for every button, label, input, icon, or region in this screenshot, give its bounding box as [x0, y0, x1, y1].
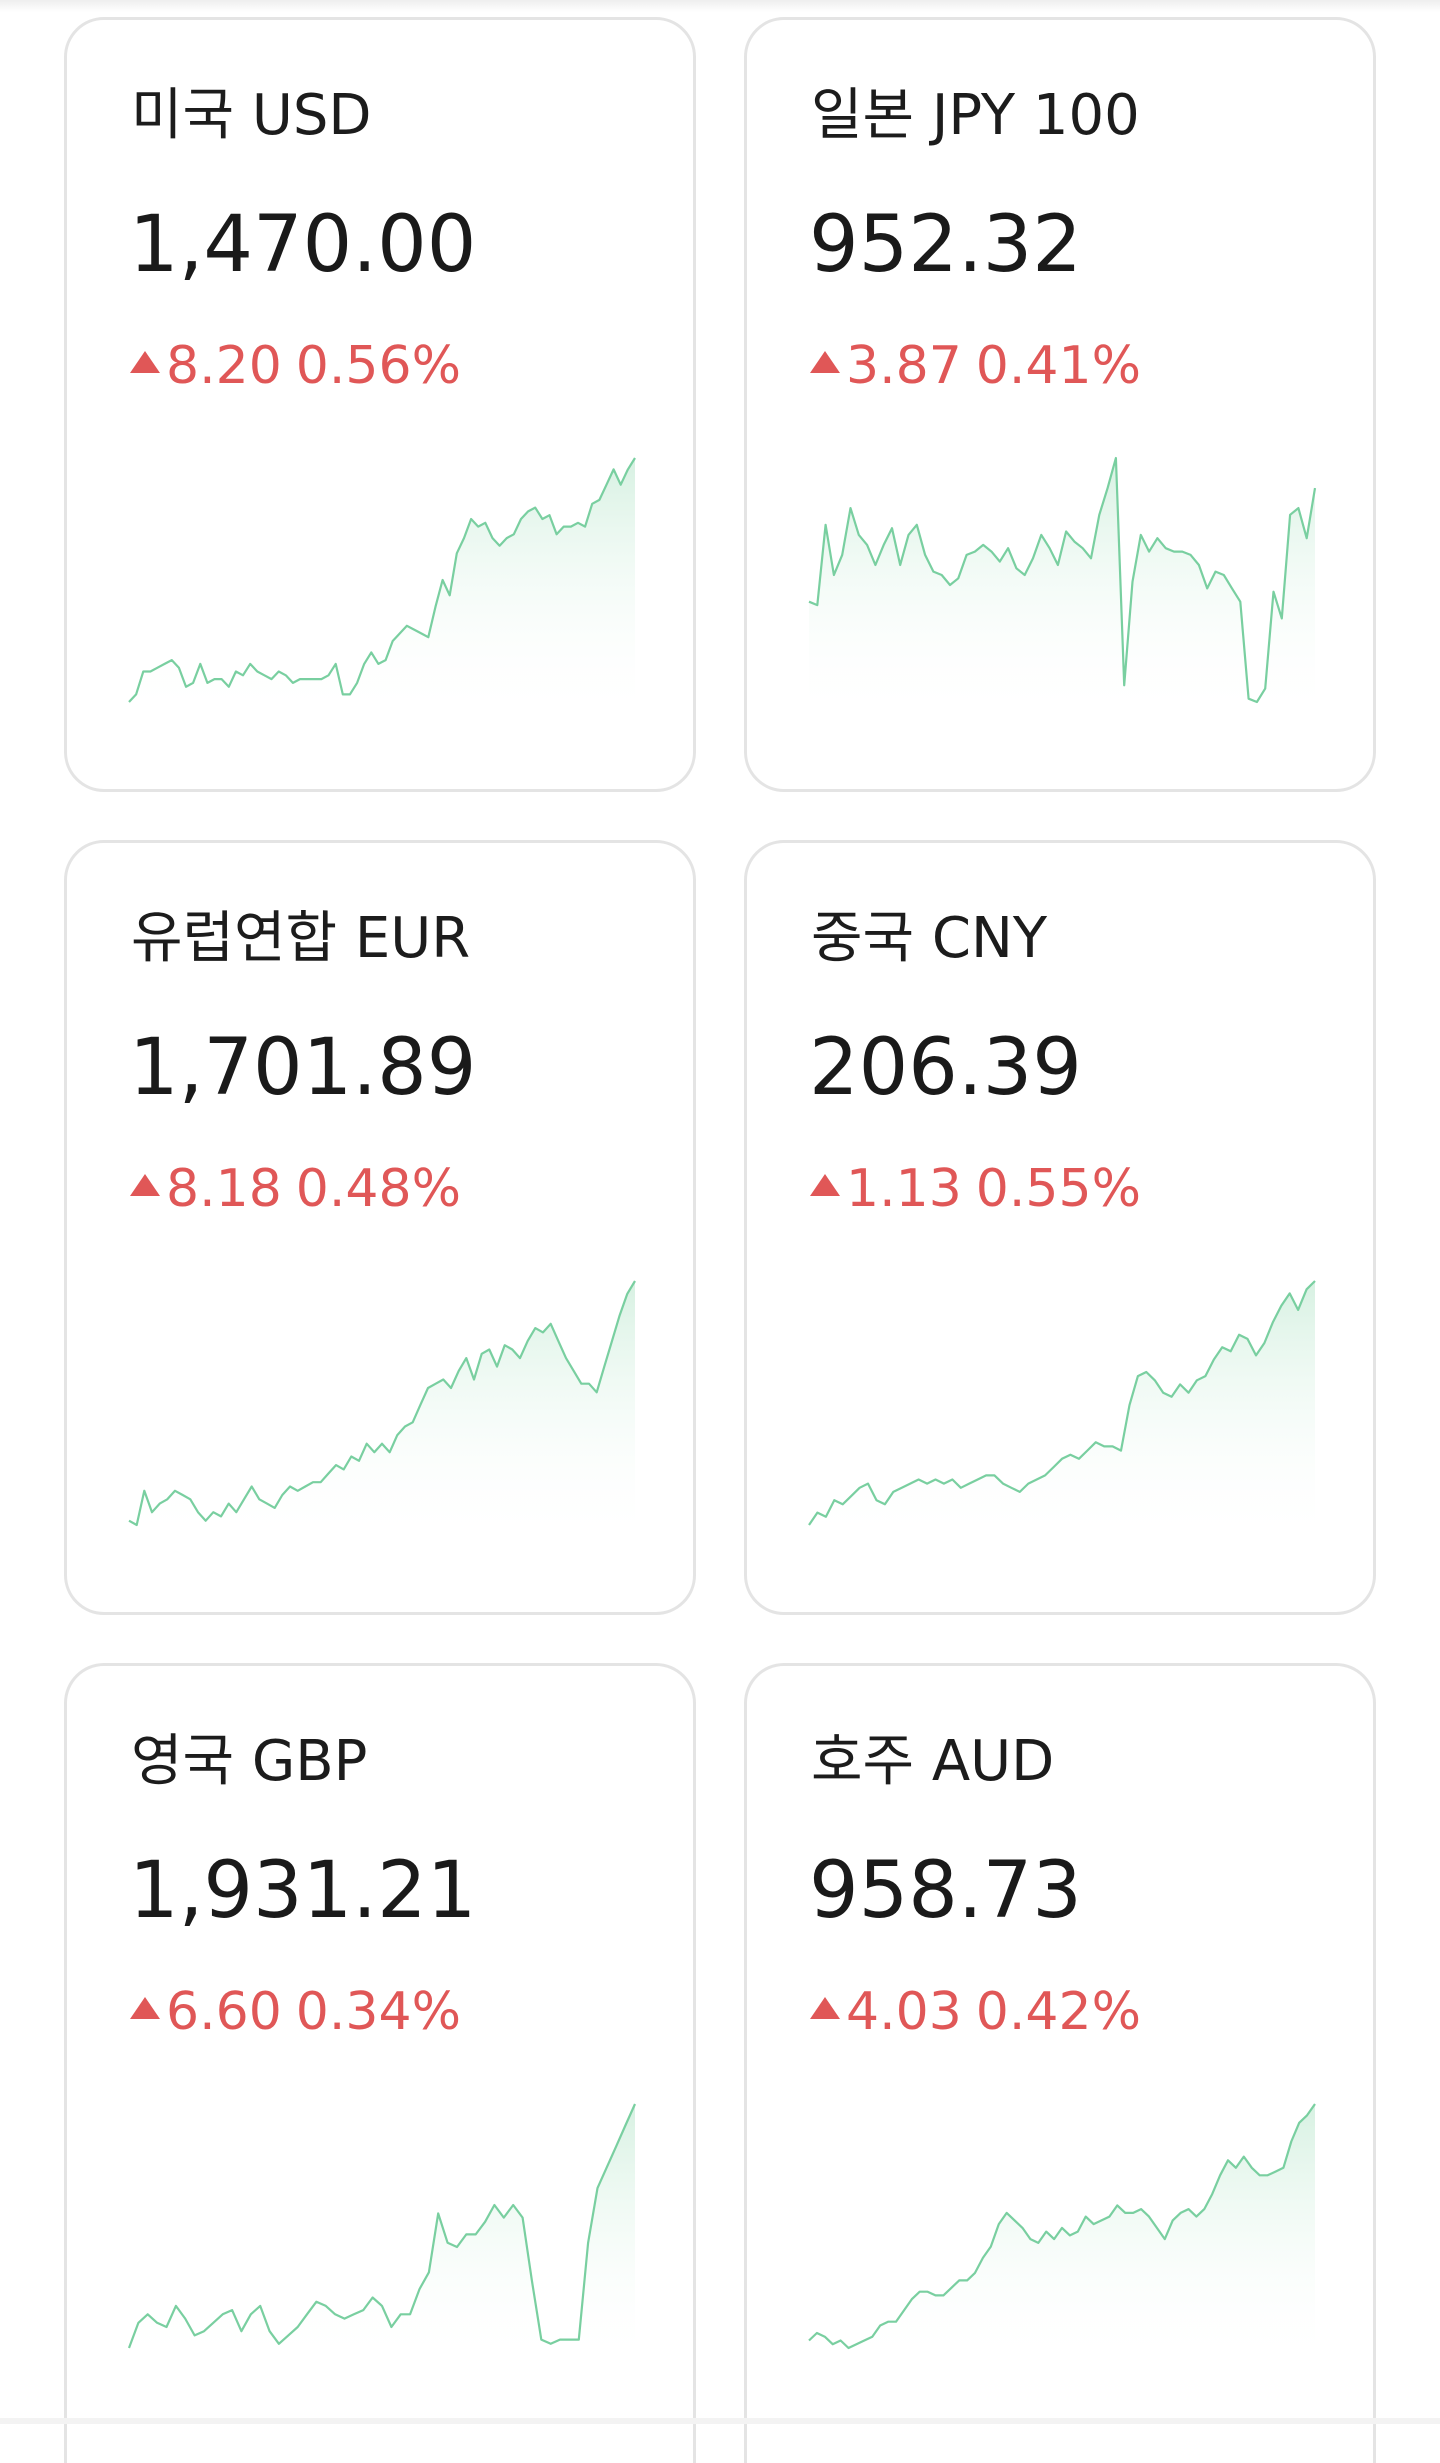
rate-change: 8.20 0.56% — [130, 340, 461, 392]
exchange-rate-value: 206.39 — [809, 1029, 1082, 1107]
currency-name: 미국 USD — [131, 88, 372, 144]
exchange-rate-grid: 미국 USD 1,470.00 8.20 0.56% 일본 JPY 100 95… — [64, 17, 1376, 2463]
change-percent: 0.48% — [296, 1163, 461, 1215]
rate-change: 4.03 0.42% — [810, 1986, 1141, 2038]
exchange-rate-value: 952.32 — [809, 206, 1082, 284]
change-percent: 0.56% — [296, 340, 461, 392]
triangle-up-icon — [810, 351, 840, 373]
sparkline-chart — [129, 1273, 635, 1543]
exchange-rate-value: 1,701.89 — [129, 1029, 476, 1107]
currency-name: 중국 CNY — [811, 911, 1047, 967]
sparkline-area — [129, 458, 635, 720]
exchange-rate-value: 958.73 — [809, 1852, 1082, 1930]
triangle-up-icon — [130, 1997, 160, 2019]
change-percent: 0.42% — [976, 1986, 1141, 2038]
bottom-edge — [0, 2418, 1440, 2424]
triangle-up-icon — [810, 1174, 840, 1196]
change-amount: 3.87 — [846, 340, 962, 392]
sparkline-chart — [809, 2096, 1315, 2366]
exchange-rate-value: 1,931.21 — [129, 1852, 476, 1930]
currency-name: 호주 AUD — [811, 1734, 1054, 1790]
sparkline-chart — [129, 2096, 635, 2366]
currency-card-jpy[interactable]: 일본 JPY 100 952.32 3.87 0.41% — [744, 17, 1376, 792]
triangle-up-icon — [810, 1997, 840, 2019]
sparkline-area — [809, 458, 1315, 720]
change-amount: 1.13 — [846, 1163, 962, 1215]
currency-name: 일본 JPY 100 — [811, 88, 1140, 144]
triangle-up-icon — [130, 1174, 160, 1196]
rate-change: 3.87 0.41% — [810, 340, 1141, 392]
currency-card-cny[interactable]: 중국 CNY 206.39 1.13 0.55% — [744, 840, 1376, 1615]
currency-card-gbp[interactable]: 영국 GBP 1,931.21 6.60 0.34% — [64, 1663, 696, 2463]
triangle-up-icon — [130, 351, 160, 373]
exchange-rate-value: 1,470.00 — [129, 206, 476, 284]
currency-name: 유럽연합 EUR — [131, 911, 470, 967]
rate-change: 8.18 0.48% — [130, 1163, 461, 1215]
currency-card-usd[interactable]: 미국 USD 1,470.00 8.20 0.56% — [64, 17, 696, 792]
change-percent: 0.55% — [976, 1163, 1141, 1215]
change-amount: 6.60 — [166, 1986, 282, 2038]
rate-change: 6.60 0.34% — [130, 1986, 461, 2038]
sparkline-area — [129, 1281, 635, 1543]
sparkline-area — [129, 2104, 635, 2366]
rate-change: 1.13 0.55% — [810, 1163, 1141, 1215]
change-amount: 4.03 — [846, 1986, 962, 2038]
currency-card-eur[interactable]: 유럽연합 EUR 1,701.89 8.18 0.48% — [64, 840, 696, 1615]
sparkline-chart — [809, 450, 1315, 720]
top-edge — [0, 0, 1440, 12]
change-percent: 0.34% — [296, 1986, 461, 2038]
sparkline-area — [809, 2104, 1315, 2366]
sparkline-chart — [129, 450, 635, 720]
sparkline-chart — [809, 1273, 1315, 1543]
currency-card-aud[interactable]: 호주 AUD 958.73 4.03 0.42% — [744, 1663, 1376, 2463]
currency-name: 영국 GBP — [131, 1734, 367, 1790]
change-amount: 8.20 — [166, 340, 282, 392]
change-percent: 0.41% — [976, 340, 1141, 392]
change-amount: 8.18 — [166, 1163, 282, 1215]
